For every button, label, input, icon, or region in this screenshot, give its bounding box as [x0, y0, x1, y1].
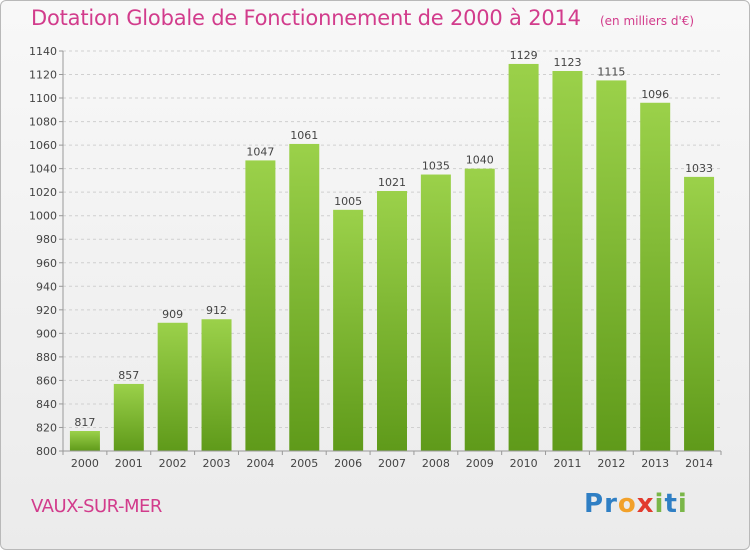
- y-tick-label: 1080: [29, 116, 57, 129]
- y-tick-label: 1140: [29, 45, 57, 58]
- bar: [508, 63, 539, 452]
- y-tick-label: 1000: [29, 210, 57, 223]
- bar: [201, 319, 232, 451]
- bar: [333, 209, 364, 451]
- bar: [552, 71, 583, 451]
- logo-letter: i: [677, 489, 688, 519]
- x-tick-label: 2001: [115, 457, 143, 470]
- x-tick-label: 2000: [71, 457, 99, 470]
- y-tick-label: 900: [36, 327, 57, 340]
- bar: [113, 383, 144, 451]
- bar: [684, 176, 715, 451]
- x-tick-label: 2004: [246, 457, 274, 470]
- title-row: Dotation Globale de Fonctionnement de 20…: [31, 6, 694, 30]
- y-tick-label: 940: [36, 280, 57, 293]
- bar: [596, 80, 627, 451]
- bar: [289, 143, 320, 452]
- chart-unit-note: (en milliers d'€): [599, 14, 695, 28]
- bar: [69, 431, 100, 451]
- y-axis-ticks: 800 820 840 860 880 900 920 940 960 980 1000 1020 10…: [29, 45, 63, 458]
- bar: [640, 102, 671, 451]
- y-tick-label: 1020: [29, 186, 57, 199]
- x-tick-label: 2012: [597, 457, 625, 470]
- logo-letter: x: [636, 489, 655, 519]
- bar: [157, 322, 188, 451]
- x-tick-label: 2003: [203, 457, 231, 470]
- proxiti-logo: Proxiti: [584, 489, 688, 519]
- bar-value-label: 1047: [246, 145, 274, 158]
- bar-value-label: 1115: [597, 65, 625, 78]
- bar-value-label: 1035: [422, 160, 450, 173]
- y-tick-label: 1120: [29, 69, 57, 82]
- x-tick-label: 2014: [685, 457, 713, 470]
- logo-letter: i: [654, 489, 665, 519]
- x-tick-label: 2005: [290, 457, 318, 470]
- x-tick-label: 2011: [553, 457, 581, 470]
- logo-letter: o: [617, 489, 637, 519]
- x-tick-label: 2008: [422, 457, 450, 470]
- bar-value-label: 1096: [641, 88, 669, 101]
- x-tick-label: 2007: [378, 457, 406, 470]
- x-tick-label: 2006: [334, 457, 362, 470]
- bars: [69, 63, 715, 452]
- bar: [420, 174, 451, 451]
- bar-value-labels: 817 857 909 912 1047 1061 1005 1021 1035 1040 1129…: [74, 49, 713, 429]
- y-tick-label: 820: [36, 421, 57, 434]
- y-tick-label: 980: [36, 233, 57, 246]
- x-tick-label: 2002: [159, 457, 187, 470]
- chart-title: Dotation Globale de Fonctionnement de 20…: [31, 6, 581, 30]
- bar: [377, 191, 407, 451]
- y-tick-label: 880: [36, 351, 57, 364]
- y-tick-label: 1060: [29, 139, 57, 152]
- logo-letter: r: [604, 489, 618, 519]
- y-tick-label: 860: [36, 374, 57, 387]
- bar-value-label: 1129: [510, 49, 538, 62]
- bar-value-label: 857: [118, 369, 139, 382]
- x-tick-label: 2010: [510, 457, 538, 470]
- x-axis-ticks: 2000 2001 2002 2003 2004 2005 2006 2007 2008 2009…: [62, 451, 722, 470]
- bar-value-label: 909: [162, 308, 183, 321]
- commune-name: VAUX-SUR-MER: [31, 496, 162, 517]
- y-tick-label: 840: [36, 398, 57, 411]
- bar-value-label: 1005: [334, 195, 362, 208]
- y-tick-label: 920: [36, 304, 57, 317]
- bar-value-label: 1033: [685, 162, 713, 175]
- bar-value-label: 817: [74, 416, 95, 429]
- bar: [245, 160, 276, 452]
- bar-value-label: 912: [206, 304, 227, 317]
- y-tick-label: 1040: [29, 163, 57, 176]
- logo-letter: t: [664, 489, 678, 519]
- y-tick-label: 960: [36, 257, 57, 270]
- x-tick-label: 2013: [641, 457, 669, 470]
- x-tick-label: 2009: [466, 457, 494, 470]
- bar: [464, 168, 495, 451]
- y-tick-label: 800: [36, 445, 57, 458]
- bar-value-label: 1040: [466, 154, 494, 167]
- y-tick-label: 1100: [29, 92, 57, 105]
- bar-value-label: 1123: [553, 56, 581, 69]
- bar-value-label: 1061: [290, 129, 318, 142]
- bar-value-label: 1021: [378, 176, 406, 189]
- logo-letter: P: [584, 489, 605, 519]
